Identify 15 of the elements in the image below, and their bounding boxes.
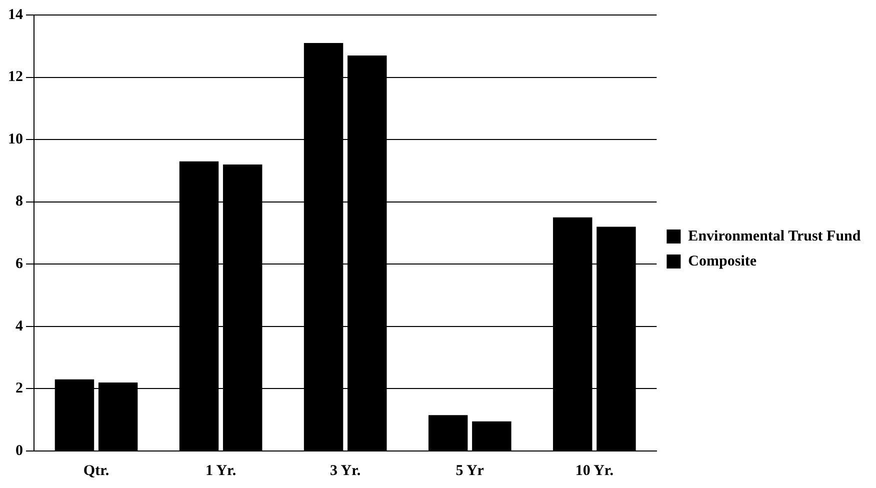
- y-tick-label: 2: [16, 380, 23, 397]
- x-tick-label: 10 Yr.: [575, 462, 614, 479]
- y-tick-label: 6: [16, 256, 24, 272]
- x-tick-label: 3 Yr.: [330, 462, 361, 479]
- legend-label: Environmental Trust Fund: [688, 228, 862, 244]
- y-tick-label: 12: [8, 69, 23, 86]
- x-tick-label: 5 Yr: [456, 462, 484, 479]
- y-tick-label: 0: [16, 442, 23, 459]
- legend-label: Composite: [688, 253, 757, 270]
- y-tick-label: 14: [8, 6, 24, 23]
- y-tick-label: 4: [16, 318, 24, 334]
- y-tick-label: 8: [16, 194, 23, 210]
- y-tick-label: 10: [8, 131, 23, 148]
- x-tick-label: 1 Yr.: [206, 462, 236, 479]
- x-tick-label: Qtr.: [83, 462, 110, 479]
